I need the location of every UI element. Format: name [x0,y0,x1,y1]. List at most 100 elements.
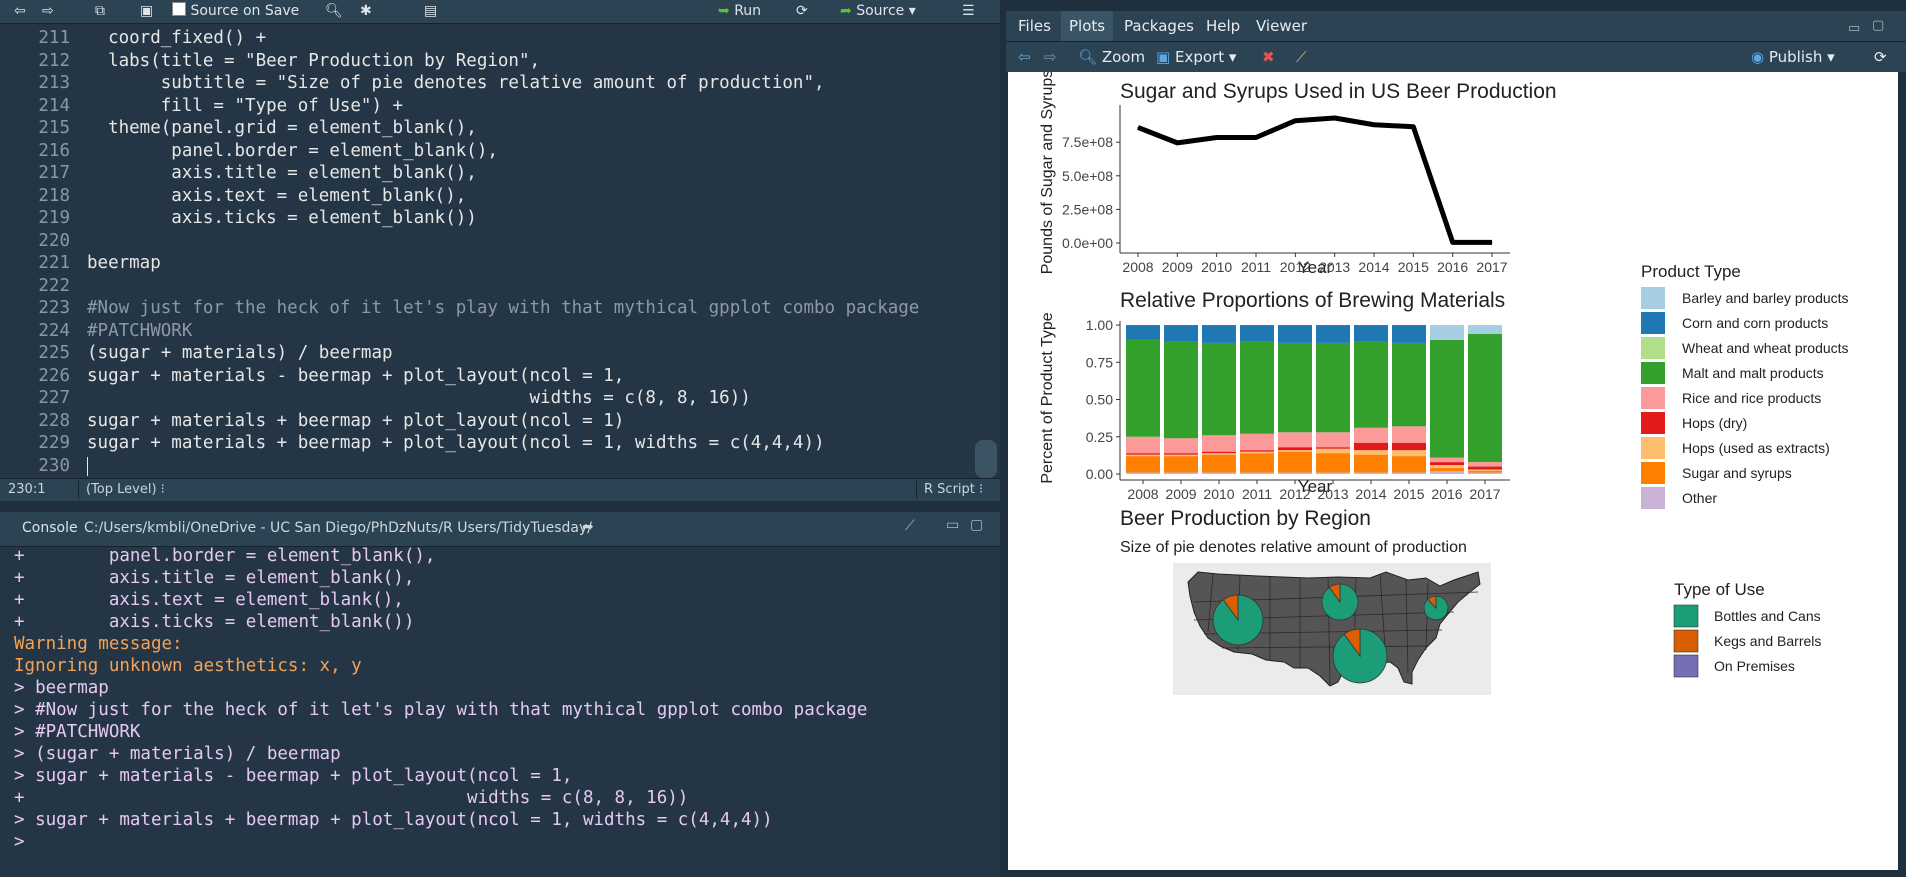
zoom-button[interactable]: 🔍︎ Zoom [1078,47,1145,67]
code-text: theme(panel.grid = element_blank(), [87,118,477,138]
console-warning-line: Warning message: [14,634,183,654]
bar-segment [1316,448,1350,454]
y-tick-label: 0.50 [1086,392,1113,408]
bar-segment [1392,342,1426,427]
data-point [1412,126,1414,128]
run-button[interactable]: ➥ Run [718,2,761,21]
bar-segment [1202,451,1236,454]
bar-segment [1430,462,1464,466]
bar-segment [1392,325,1426,343]
x-tick-label: 2010 [1203,486,1234,502]
legend-swatch [1641,287,1665,309]
legend-label: Wheat and wheat products [1682,340,1849,356]
line-number: 228 [38,410,70,431]
console-output[interactable]: + panel.border = element_blank(), + axis… [0,546,1000,877]
show-in-window-icon[interactable]: ⧉ [95,3,105,19]
console-pane: Console C:/Users/kmbli/OneDrive - UC San… [0,512,1000,877]
line-number: 225 [38,343,70,363]
line-number: 221 [38,253,70,273]
x-tick-label: 2017 [1476,259,1507,275]
x-tick-label: 2012 [1279,486,1310,502]
maximize-pane-icon[interactable]: ▢ [1872,18,1885,33]
publish-button[interactable]: ◉ Publish ▾ [1751,48,1835,66]
file-type-selector[interactable]: R Script ⁝ [924,482,984,497]
next-plot-arrow-icon[interactable]: ⇨ [1044,48,1057,66]
tab-viewer[interactable]: Viewer [1256,17,1307,35]
console-prompt[interactable]: > [14,832,36,852]
line-number: 230 [38,455,70,476]
bar-segment [1126,453,1160,455]
scope-selector[interactable]: (Top Level) ⁝ [86,482,165,497]
line-number: 211 [38,28,70,48]
clear-console-broom-icon[interactable]: ⟋ [905,518,915,534]
compile-report-icon[interactable]: ▤ [424,3,438,19]
bar-segment [1316,447,1350,449]
sugar-series-line [1137,115,1492,245]
tab-plots[interactable]: Plots [1061,11,1114,41]
remove-plot-icon[interactable]: ✖ [1262,48,1275,66]
bar-segment [1354,450,1388,455]
forward-arrow-icon[interactable]: ⇨ [42,3,54,19]
save-icon[interactable]: ▣ [140,3,154,19]
bar-segment [1468,472,1502,474]
minimize-pane-icon[interactable]: ▭ [946,517,960,533]
legend-swatch [1641,437,1665,459]
tab-files[interactable]: Files [1018,17,1051,35]
code-tools-wand-icon[interactable]: ✱ [360,3,372,19]
back-arrow-icon[interactable]: ⇦ [14,3,26,19]
bar-segment [1278,325,1312,343]
tab-help[interactable]: Help [1206,17,1241,35]
source-on-save-checkbox[interactable]: Source on Save [172,2,299,21]
go-to-directory-icon[interactable]: ➦ [582,519,594,535]
bar-segment [1278,451,1312,473]
source-button[interactable]: ➦ Source ▾ [840,2,916,21]
bar-segment [1202,325,1236,343]
data-point [1137,126,1139,128]
rerun-icon[interactable]: ⟳ [796,3,808,19]
document-outline-icon[interactable]: ☰ [962,3,975,19]
bar-segment [1430,471,1464,474]
editor-scrollbar-thumb[interactable] [975,440,997,478]
run-label: Run [734,3,762,19]
maximize-pane-icon[interactable]: ▢ [970,517,984,533]
line-number: 222 [38,275,70,296]
chart-title: Sugar and Syrups Used in US Beer Product… [1120,80,1557,103]
bar-segment [1240,453,1274,473]
bar-segment [1430,457,1464,463]
tab-packages[interactable]: Packages [1124,17,1194,35]
clear-all-plots-broom-icon[interactable]: ⟋ [1296,48,1307,66]
code-area[interactable]: 211 coord_fixed() + 212 labs(title = "Be… [0,24,980,478]
y-axis-label: Percent of Product Type [1039,312,1056,483]
x-tick-label: 2012 [1280,259,1311,275]
bar-segment [1392,426,1426,443]
x-tick-label: 2015 [1393,486,1424,502]
bar-segment [1202,453,1236,455]
y-tick-label: 0.00 [1086,466,1113,482]
bar-segment [1278,432,1312,448]
minimize-pane-icon[interactable]: ▭ [1848,21,1861,36]
bar-segment [1278,447,1312,451]
console-line: + axis.title = element_blank(), [14,568,415,588]
code-text: coord_fixed() + [87,28,267,48]
data-point [1176,142,1178,144]
legend-swatch [1673,654,1699,678]
console-title[interactable]: Console [22,520,78,536]
previous-plot-arrow-icon[interactable]: ⇦ [1018,48,1031,66]
legend-swatch [1641,462,1665,484]
bar-segment [1354,427,1388,443]
bar-segment [1164,453,1198,455]
refresh-plot-icon[interactable]: ⟳ [1874,48,1887,66]
cursor-position: 230:1 [8,482,46,497]
bar-segment [1316,432,1350,448]
export-button[interactable]: ▣ Export ▾ [1156,48,1237,66]
code-comment: #PATCHWORK [87,320,193,341]
y-axis-label: Pounds of Sugar and Syrups [1039,72,1056,274]
code-text: sugar + materials + beermap + plot_layou… [87,433,825,453]
publish-label: Publish [1768,48,1823,66]
pie-slice [1222,594,1239,622]
bar-segment [1392,472,1426,474]
search-icon[interactable]: 🔍︎ [325,3,343,19]
data-point [1334,117,1336,119]
zoom-magnifier-icon: 🔍︎ [1078,48,1098,66]
code-text: beermap [87,253,161,273]
